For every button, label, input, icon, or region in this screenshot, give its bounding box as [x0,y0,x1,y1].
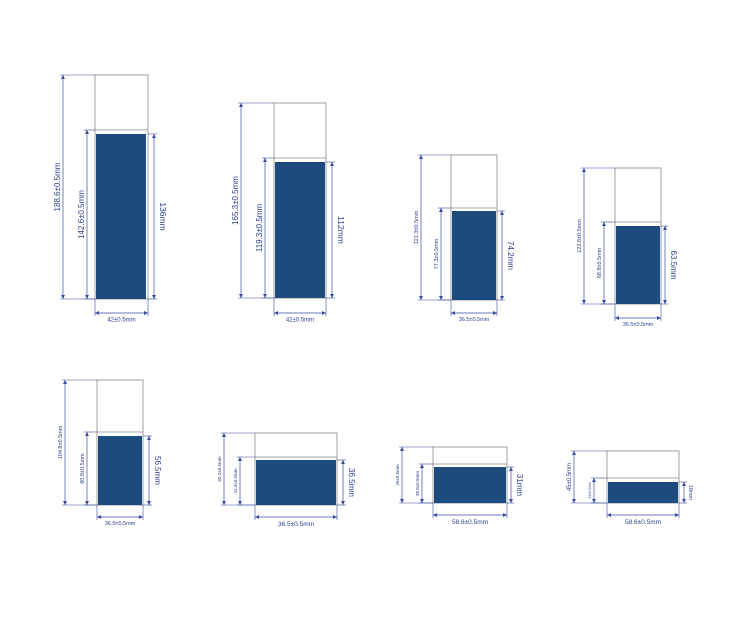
label-height-dimension: 56.5mm [143,435,162,506]
total-height-dimension: 104.8±0.5mm [58,379,97,506]
width-dimension-label: 42±0.5mm [107,318,135,324]
width-dimension-label: 36.5±0.5mm [278,521,314,528]
label-area [616,226,660,304]
label-area [275,162,325,298]
container-1: 188.6±0.5mm 142.6±0.5mm 136mm 42±0.5mm [53,74,168,324]
container-3: 121.3±0.5mm 77.3±0.5mm 74.2mm 36.5±0.5mm [414,154,515,323]
total-height-dimension: 188.6±0.5mm [53,74,95,300]
body-height-dimension-label: 68.8±0.5mm [597,247,603,278]
label-height-dimension-label: 74.2mm [506,241,515,270]
body-height-dimension: 142.6±0.5mm [77,129,95,300]
container-4: 122.8±0.5mm 68.8±0.5mm 63.5mm 36.5±0.5mm [577,167,678,328]
body-height-dimension-label: 119.3±0.5mm [255,204,264,253]
label-height-dimension: 63.5mm [661,225,678,305]
width-dimension-label: 58.6±0.5mm [625,519,661,526]
label-height-dimension-label: 63.5mm [669,251,678,280]
width-dimension: 36.5±0.5mm [96,505,144,527]
width-dimension-label: 36.5±0.5mm [459,317,490,323]
total-height-dimension-label: 121.3±0.5mm [414,210,420,244]
body-height-dimension: 23±0.5mm [588,477,607,504]
label-height-dimension-label: 36.5mm [347,468,356,497]
label-height-dimension: 74.2mm [497,210,515,301]
body-height-dimension: 68.8±0.5mm [597,221,615,305]
container-7: 49±0.5mm 38.8±0.5mm 31mm 58.6±0.5mm [395,446,524,526]
label-height-dimension-label: 136mm [158,202,168,230]
width-dimension-label: 58.6±0.5mm [452,519,488,526]
body-height-dimension: 119.3±0.5mm [255,157,274,299]
label-height-dimension-label: 112mm [336,216,346,244]
total-height-dimension-label: 122.8±0.5mm [577,219,583,253]
total-height-dimension: 121.3±0.5mm [414,154,451,301]
body-height-dimension: 77.3±0.5mm [434,207,451,301]
label-area [256,460,336,505]
width-dimension: 58.6±0.5mm [432,503,508,526]
label-height-dimension: 136mm [148,133,168,300]
label-area [434,467,506,503]
width-dimension: 36.5±0.5mm [254,505,338,528]
total-height-dimension: 165.3±0.5mm [231,102,274,299]
container-2: 165.3±0.5mm 119.3±0.5mm 112mm 42±0.5mm [231,102,346,324]
total-height-dimension: 122.8±0.5mm [577,167,615,305]
container-5: 104.8±0.5mm 60.8±0.5mm 56.5mm 36.5±0.5mm [58,379,162,527]
label-height-dimension: 36.5mm [337,459,356,506]
body-height-dimension-label: 38.8±0.5mm [415,471,420,496]
label-area [452,211,496,300]
total-height-dimension-label: 49±0.5mm [395,464,400,485]
width-dimension-label: 36.5±0.5mm [105,521,136,527]
body-height-dimension-label: 23±0.5mm [588,482,592,499]
total-height-dimension: 49±0.5mm [395,446,433,504]
label-area [96,134,146,299]
body-height-dimension-label: 142.6±0.5mm [77,190,86,239]
container-6: 60.3±0.5mm 41.3±0.5mm 36.5mm 36.5±0.5mm [217,432,356,528]
width-dimension: 36.5±0.5mm [450,300,498,323]
label-area [608,482,678,503]
label-height-dimension-label: 18mm [687,485,693,501]
label-area [98,436,142,505]
body-height-dimension-label: 41.3±0.5mm [233,468,238,493]
total-height-dimension: 60.3±0.5mm [217,432,255,506]
width-dimension: 42±0.5mm [273,298,327,324]
label-height-dimension: 31mm [507,466,524,504]
body-height-dimension-label: 77.3±0.5mm [434,238,440,269]
total-height-dimension-label: 60.3±0.5mm [217,456,222,481]
width-dimension: 42±0.5mm [94,299,149,324]
body-height-dimension: 41.3±0.5mm [233,456,255,506]
container-8: 45±0.5mm 23±0.5mm 18mm 58.6±0.5mm [567,450,693,526]
label-height-dimension-label: 56.5mm [153,456,162,485]
body-height-dimension-label: 60.8±0.5mm [80,453,86,484]
total-height-dimension-label: 104.8±0.5mm [58,425,64,459]
width-dimension-label: 36.5±0.5mm [623,322,654,328]
total-height-dimension: 45±0.5mm [567,450,607,504]
total-height-dimension-label: 188.6±0.5mm [53,162,62,211]
label-height-dimension: 18mm [679,481,693,504]
total-height-dimension-label: 45±0.5mm [567,463,573,491]
width-dimension-label: 42±0.5mm [286,318,314,324]
label-height-dimension-label: 31mm [515,474,524,497]
body-height-dimension: 38.8±0.5mm [415,463,433,504]
total-height-dimension-label: 165.3±0.5mm [231,176,240,225]
body-height-dimension: 60.8±0.5mm [80,431,97,506]
width-dimension: 58.6±0.5mm [606,503,680,526]
width-dimension: 36.5±0.5mm [614,304,662,328]
label-height-dimension: 112mm [326,161,346,299]
